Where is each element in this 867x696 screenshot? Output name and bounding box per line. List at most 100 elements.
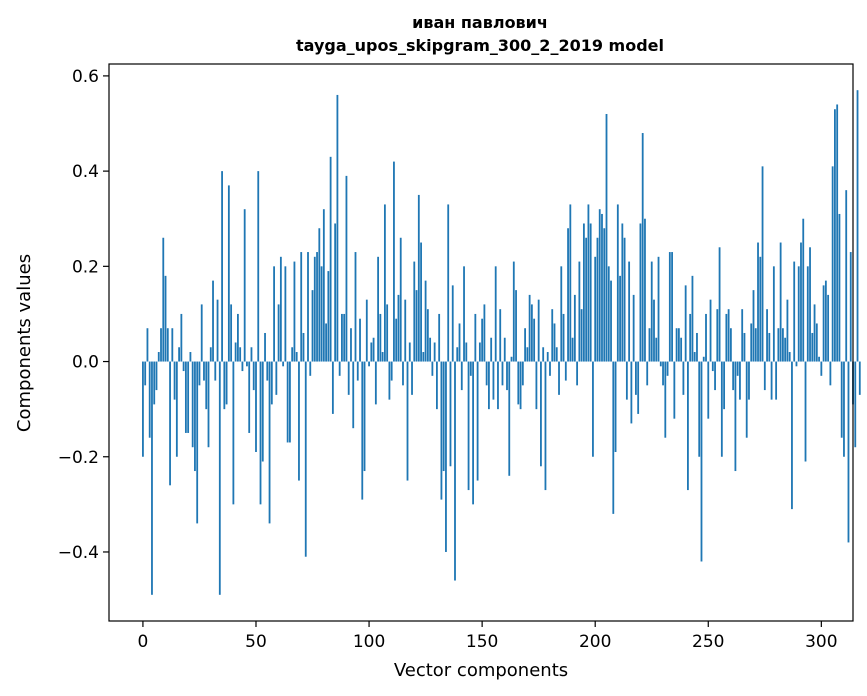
bar-74 [309,361,312,376]
bar-132 [440,361,443,500]
bar-187 [564,361,567,381]
x-tick-label: 250 [692,632,724,652]
bar-284 [784,337,787,362]
bar-307 [836,104,839,362]
bar-226 [653,299,655,362]
bar-75 [311,290,314,362]
bar-20 [187,361,190,433]
bar-39 [230,304,233,362]
bar-64 [286,361,289,443]
bar-5 [153,361,156,405]
bar-114 [399,237,402,362]
bar-31 [212,280,214,362]
bar-81 [325,323,327,362]
bar-99 [365,299,368,362]
bar-25 [198,361,201,386]
bar-53 [261,361,264,462]
bar-221 [641,133,644,362]
bar-186 [562,313,565,362]
bar-200 [594,256,597,362]
bar-77 [316,252,318,362]
bar-317 [858,361,861,395]
bar-286 [788,352,791,362]
bar-103 [374,361,377,405]
bar-278 [770,361,773,400]
bar-115 [402,361,404,386]
bar-62 [282,361,285,367]
bar-167 [519,361,522,410]
bar-127 [429,337,432,362]
bar-95 [356,361,359,381]
x-tick-label: 100 [353,632,385,652]
y-tick-label: −0.2 [58,448,99,468]
bar-305 [831,166,834,362]
bar-241 [687,361,689,491]
bar-160 [503,337,506,362]
bar-257 [723,361,726,410]
bar-227 [655,337,658,362]
bar-192 [576,361,579,386]
bar-43 [239,347,242,362]
bar-14 [173,361,176,400]
bar-212 [621,223,624,362]
bar-80 [322,209,325,362]
bar-231 [664,361,667,438]
bar-229 [659,361,662,367]
bar-260 [729,328,732,362]
bar-70 [300,252,303,362]
bar-111 [393,161,395,362]
bar-97 [361,361,364,500]
bar-224 [648,328,651,362]
bar-175 [537,299,540,362]
bar-59 [275,361,278,395]
bar-251 [709,299,712,362]
bar-28 [205,361,208,410]
bar-219 [637,361,640,414]
bar-157 [497,361,499,410]
bar-108 [386,304,389,362]
bar-250 [707,361,710,419]
bar-215 [628,261,631,362]
bar-12 [169,361,171,486]
bar-158 [499,309,502,362]
bar-261 [732,361,735,391]
bar-40 [232,361,235,505]
x-tick-label: 0 [138,632,149,652]
bar-166 [517,361,520,405]
y-tick-label: 0.2 [72,257,99,277]
bar-238 [680,337,683,362]
bar-190 [571,337,574,362]
bar-246 [698,361,701,457]
bar-71 [302,332,305,362]
bar-73 [307,252,309,362]
bar-147 [474,313,477,362]
bar-315 [854,361,857,448]
bar-198 [589,223,592,362]
bar-311 [845,190,848,362]
bar-170 [526,347,529,362]
bar-258 [725,313,728,362]
bar-266 [743,332,746,362]
bar-254 [716,309,719,362]
bar-154 [490,337,493,362]
bar-255 [718,247,721,362]
bar-269 [750,323,753,362]
bar-1 [144,361,147,386]
bar-287 [791,361,793,510]
bar-133 [442,361,445,472]
bar-47 [248,361,251,433]
bar-0 [142,361,144,457]
bar-272 [757,242,759,362]
bar-308 [838,213,841,362]
bar-275 [763,361,766,391]
bar-294 [806,266,809,362]
bar-69 [298,361,300,481]
bar-279 [772,266,775,362]
bar-184 [558,361,560,395]
bar-262 [734,361,737,472]
bar-217 [632,294,635,362]
bar-277 [768,332,771,362]
bar-116 [404,299,407,362]
bar-288 [793,261,796,362]
bar-29 [207,361,210,448]
